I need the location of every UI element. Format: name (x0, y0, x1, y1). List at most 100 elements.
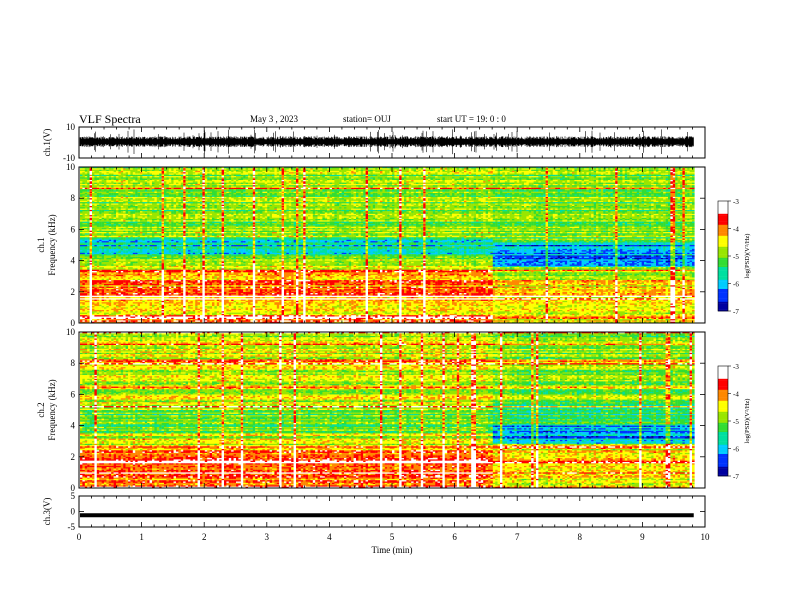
ch1-colorbar-swatch (718, 241, 728, 243)
time-tick-label: 6 (452, 532, 457, 542)
ch2-colorbar-swatch (718, 390, 728, 392)
time-tick-label: 1 (139, 532, 144, 542)
ch1-colorbar-swatch (718, 227, 728, 229)
ch2-colorbar-swatch (718, 460, 728, 462)
ch1-colorbar-swatch (718, 236, 728, 238)
ch1-waveform-ylabel: ch.1(V) (42, 129, 52, 157)
ch3-waveform-ytick-label: -5 (68, 522, 76, 532)
ch2-colorbar-swatch (718, 449, 728, 451)
ch2-colorbar-swatch (718, 395, 728, 397)
ch1-colorbar-swatch (718, 251, 728, 253)
ch1-waveform-ytick-label: 10 (66, 122, 76, 132)
ch1-colorbar-swatch (718, 273, 728, 275)
ch1-colorbar-swatch (718, 289, 728, 291)
ch1-colorbar-swatch (718, 238, 728, 240)
ch1-colorbar-swatch (718, 285, 728, 287)
ch1-colorbar-swatch (718, 265, 728, 267)
ch2-colorbar-swatch (718, 463, 728, 465)
ch1-colorbar-swatch (718, 207, 728, 209)
ch1-colorbar-tick-label: -7 (733, 308, 739, 316)
ch2-spectrogram-ytick-label: 2 (71, 452, 76, 462)
ch2-colorbar-swatch (718, 450, 728, 452)
ch1-colorbar-swatch (718, 232, 728, 234)
ch2-colorbar-swatch (718, 438, 728, 440)
ch1-waveform-trace (80, 129, 694, 154)
ch1-spectrogram-ytick-label: 10 (66, 162, 76, 172)
ch2-colorbar-swatch (718, 379, 728, 381)
ch2-spectrogram-ylabel: Frequency (kHz) (47, 379, 57, 440)
ch2-colorbar-swatch (718, 381, 728, 383)
ch1-colorbar-swatch (718, 249, 728, 251)
ch1-colorbar-swatch (718, 219, 728, 221)
ch2-colorbar-swatch (718, 458, 728, 460)
ch1-colorbar-swatch (718, 203, 728, 205)
ch1-colorbar-swatch (718, 263, 728, 265)
ch2-colorbar-tick-label: -5 (733, 418, 739, 426)
ch1-colorbar-swatch (718, 234, 728, 236)
ch2-colorbar-swatch (718, 454, 728, 456)
ch1-colorbar-swatch (718, 243, 728, 245)
ch2-colorbar-swatch (718, 417, 728, 419)
ch1-colorbar-swatch (718, 300, 728, 302)
ch1-colorbar-swatch (718, 210, 728, 212)
ch2-colorbar-swatch (718, 434, 728, 436)
ch1-spectrogram-cells (80, 167, 695, 323)
ch2-colorbar-label: log(PSD)(V²/Hz) (744, 399, 751, 444)
ch2-colorbar-swatch (718, 368, 728, 370)
ch2-colorbar-swatch (718, 394, 728, 396)
ch2-colorbar-swatch (718, 405, 728, 407)
ch1-colorbar-swatch (718, 208, 728, 210)
ch1-spectrogram-ylabel-channel: ch.1 (36, 237, 46, 252)
ch1-colorbar-swatch (718, 269, 728, 271)
ch2-colorbar-swatch (718, 430, 728, 432)
ch2-colorbar-swatch (718, 414, 728, 416)
ch2-colorbar-swatch (718, 408, 728, 410)
ch1-colorbar-tick-label: -5 (733, 253, 739, 261)
ch2-colorbar-swatch (718, 392, 728, 394)
ch1-colorbar-swatch (718, 258, 728, 260)
time-tick-label: 0 (77, 532, 82, 542)
ch1-colorbar-swatch (718, 293, 728, 295)
ch1-colorbar-swatch (718, 256, 728, 258)
ch2-colorbar-tick-label: -7 (733, 473, 739, 481)
ch2-colorbar-swatch (718, 399, 728, 401)
ch2-colorbar-swatch (718, 403, 728, 405)
ch1-colorbar-swatch (718, 274, 728, 276)
ch1-colorbar-swatch (718, 260, 728, 262)
ch1-colorbar-swatch (718, 287, 728, 289)
ch1-colorbar-swatch (718, 229, 728, 231)
ch2-colorbar-swatch (718, 419, 728, 421)
ch2-colorbar-swatch (718, 452, 728, 454)
ch2-colorbar-tick-label: -4 (733, 391, 739, 399)
time-tick-label: 2 (202, 532, 207, 542)
ch2-colorbar-swatch (718, 406, 728, 408)
ch2-colorbar: -3 -4 -5 -6 -7 log(PSD)(V²/Hz) (718, 363, 751, 481)
ch2-spectrogram-ytick-label: 8 (71, 358, 76, 368)
ch2-colorbar-swatch (718, 423, 728, 425)
ch2-colorbar-swatch (718, 425, 728, 427)
ch2-spectrogram-ytick-label: 6 (71, 389, 76, 399)
ch1-colorbar-swatch (718, 262, 728, 264)
time-tick-label: 5 (390, 532, 395, 542)
ch2-colorbar-tick-label: -6 (733, 446, 739, 454)
ch2-spectrogram-ylabel-channel: ch.2 (36, 402, 46, 417)
ch2-colorbar-tick-label: -3 (733, 363, 739, 371)
ch3-waveform-ylabel: ch.3(V) (42, 498, 52, 526)
ch1-colorbar-swatch (718, 214, 728, 216)
ch2-spectrogram-ytick-label: 10 (66, 327, 76, 337)
time-tick-label: 4 (327, 532, 332, 542)
ch2-colorbar-swatch (718, 472, 728, 474)
time-tick-label: 10 (701, 532, 711, 542)
ch3-waveform-ytick-label: 0 (71, 507, 76, 517)
ch2-colorbar-swatch (718, 388, 728, 390)
ch1-colorbar-swatch (718, 304, 728, 306)
ch2-colorbar-swatch (718, 447, 728, 449)
ch2-colorbar-swatch (718, 461, 728, 463)
ch1-spectrogram-ylabel: Frequency (kHz) (47, 214, 57, 275)
ch2-spectrogram-ytick-label: 4 (71, 421, 76, 431)
